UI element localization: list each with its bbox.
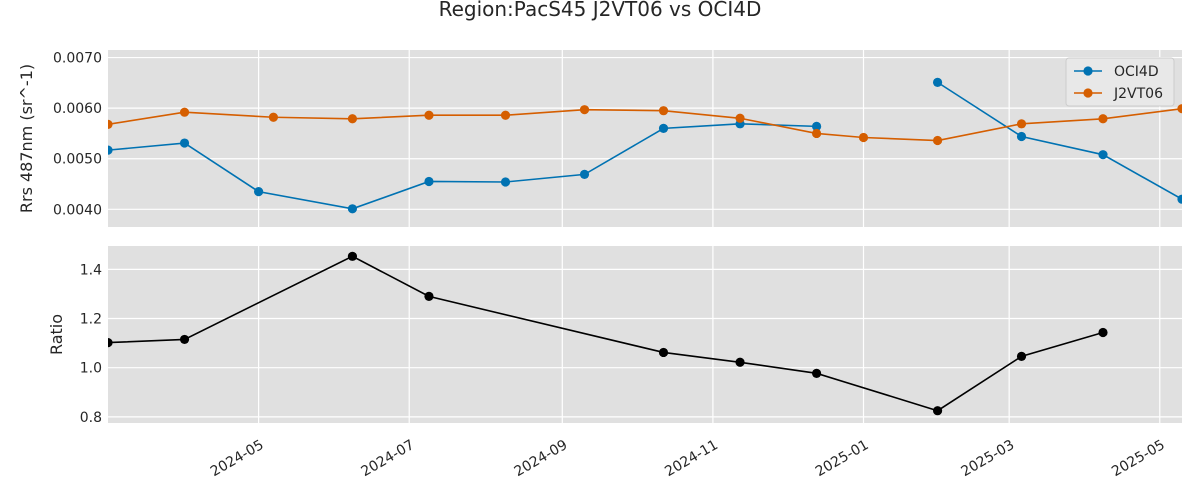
data-point-j2vt06 — [811, 128, 822, 139]
data-point-oci4d — [500, 177, 511, 187]
data-point-ratio — [424, 291, 434, 301]
data-point-j2vt06 — [579, 105, 590, 115]
legend-marker-j2vt06 — [1083, 88, 1093, 98]
data-point-j2vt06 — [1098, 114, 1108, 124]
data-point-j2vt06 — [858, 132, 869, 143]
data-point-ratio — [1016, 351, 1027, 361]
legend-label-oci4d: OCI4D — [1114, 64, 1159, 80]
y-tick-label: 0.0050 — [53, 152, 102, 168]
data-point-j2vt06 — [268, 112, 279, 122]
legend-box — [1065, 57, 1175, 107]
data-point-oci4d — [811, 121, 822, 131]
data-point-j2vt06 — [179, 107, 190, 117]
data-point-oci4d — [347, 204, 358, 214]
data-point-oci4d — [108, 145, 113, 155]
data-point-oci4d — [579, 169, 590, 180]
data-point-ratio — [108, 338, 113, 348]
data-point-ratio — [179, 334, 190, 345]
y-tick-label: 1.2 — [80, 312, 102, 328]
data-point-oci4d — [1177, 194, 1182, 204]
data-point-oci4d — [932, 77, 943, 87]
y-tick-label: 0.8 — [80, 410, 102, 426]
data-point-ratio — [735, 357, 745, 367]
data-point-ratio — [658, 347, 669, 358]
data-point-oci4d — [254, 187, 264, 197]
data-point-ratio — [347, 251, 358, 261]
series-layer — [108, 251, 1108, 416]
y-tick-label: 0.0040 — [53, 202, 102, 218]
data-point-j2vt06 — [1177, 104, 1182, 114]
series-line-ratio — [108, 255, 1104, 412]
data-point-oci4d — [179, 138, 190, 148]
data-point-ratio — [811, 368, 822, 378]
y-tick-label: 0.0070 — [53, 51, 102, 67]
y-tick-label: 0.0060 — [53, 101, 102, 117]
data-point-oci4d — [658, 123, 669, 133]
legend-label-j2vt06: J2VT06 — [1113, 86, 1163, 102]
y-axis-label: Ratio — [47, 314, 66, 355]
series-line-oci4d — [108, 123, 817, 210]
y-tick-label: 1.4 — [80, 262, 102, 278]
y-tick-label: 1.0 — [80, 361, 102, 377]
plot-area — [108, 246, 1182, 423]
data-point-j2vt06 — [347, 114, 358, 124]
data-point-oci4d — [1098, 150, 1108, 160]
rrs-panel: 0.0040 0.0050 0.0060 0.0070 Rrs 487nm (sr^-1… — [17, 50, 1182, 227]
data-point-j2vt06 — [500, 110, 511, 120]
y-axis-label: Rrs 487nm (sr^-1) — [17, 64, 36, 213]
data-point-oci4d — [1016, 131, 1027, 142]
series-line-oci4d — [937, 81, 1182, 200]
data-point-j2vt06 — [932, 135, 943, 146]
data-point-j2vt06 — [1016, 119, 1027, 129]
data-point-ratio — [1098, 327, 1108, 338]
legend: OCI4D J2VT06 — [1065, 57, 1175, 107]
series-layer — [108, 77, 1182, 214]
data-point-oci4d — [424, 176, 434, 187]
legend-marker-oci4d — [1083, 66, 1093, 76]
chart-layer: 0.0040 0.0050 0.0060 0.0070 Rrs 487nm (sr^-1… — [17, 50, 1182, 480]
data-point-j2vt06 — [658, 106, 669, 116]
data-point-j2vt06 — [735, 113, 745, 123]
data-point-ratio — [932, 406, 943, 416]
figure-title: Region:PacS45 J2VT06 vs OCI4D — [439, 0, 762, 21]
data-point-j2vt06 — [108, 119, 113, 129]
data-point-j2vt06 — [424, 110, 434, 120]
